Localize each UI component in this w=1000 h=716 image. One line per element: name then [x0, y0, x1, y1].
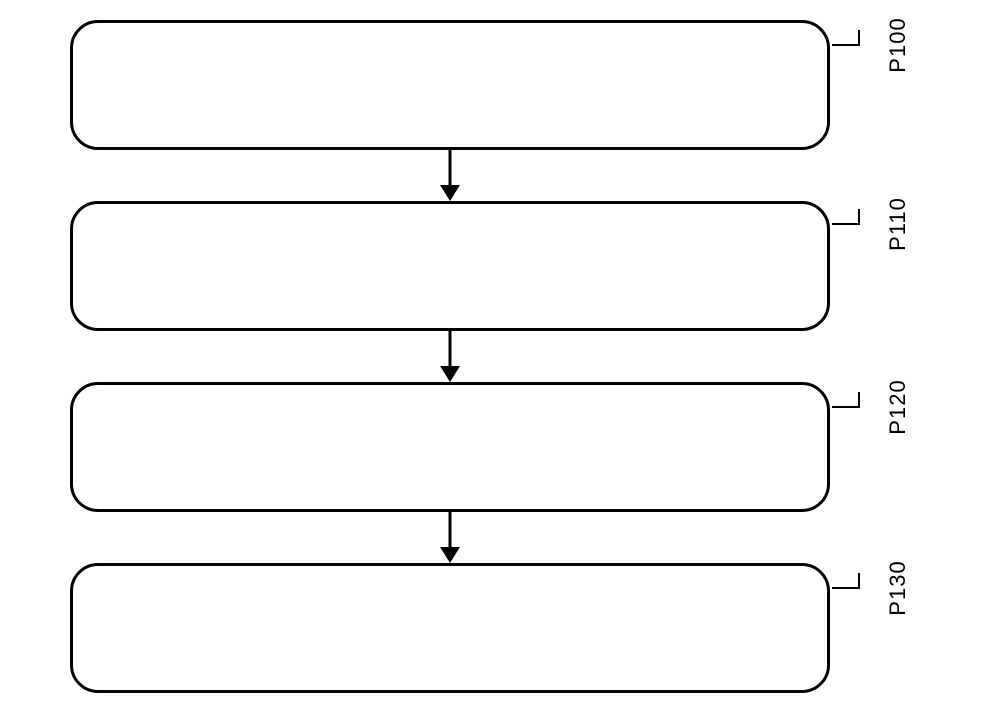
arrow-p100-p110 — [440, 150, 460, 201]
flow-box-p130 — [70, 563, 830, 693]
label-p130: P130 — [885, 558, 911, 618]
lead-line-p100 — [832, 30, 860, 46]
flow-box-p120 — [70, 382, 830, 512]
lead-line-p120 — [832, 392, 860, 408]
diagram-canvas: P100 P110 P120 P130 — [0, 0, 1000, 716]
label-p100: P100 — [885, 15, 911, 75]
lead-line-p130 — [832, 573, 860, 589]
arrow-p120-p130 — [440, 512, 460, 563]
flow-box-p110 — [70, 201, 830, 331]
lead-line-p110 — [832, 209, 860, 225]
arrow-p110-p120 — [440, 331, 460, 382]
label-p110: P110 — [885, 194, 911, 254]
label-p120: P120 — [885, 377, 911, 437]
flow-box-p100 — [70, 20, 830, 150]
